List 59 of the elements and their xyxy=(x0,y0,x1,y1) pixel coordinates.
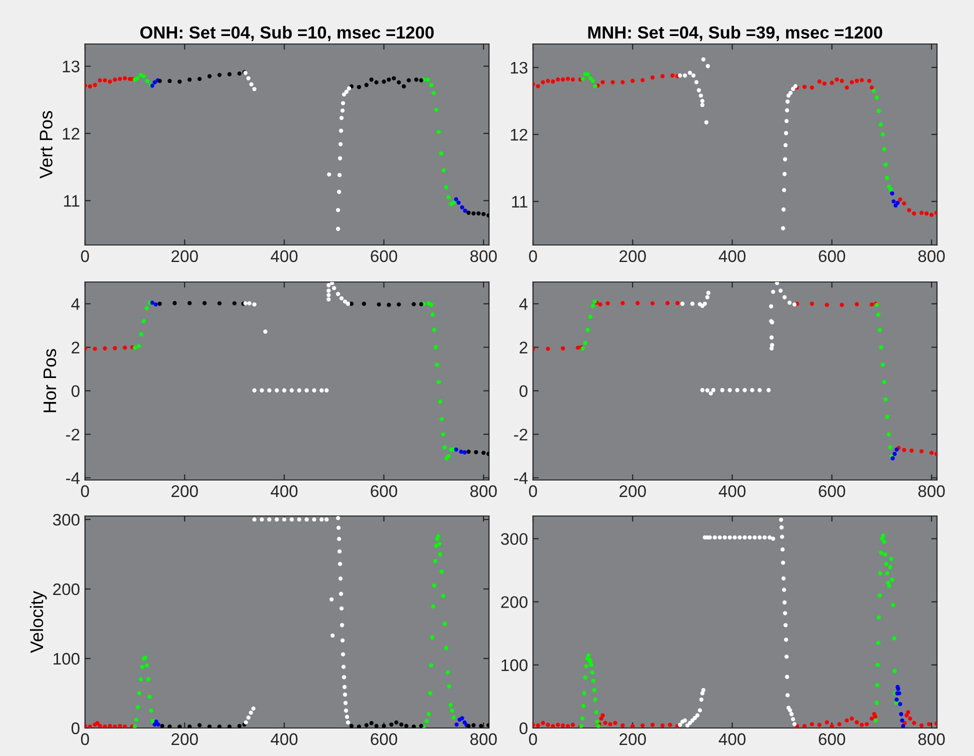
y-axis-title: Vert Pos xyxy=(40,111,52,179)
y-tick-label: 0 xyxy=(72,385,80,397)
y-tick-label: 0 xyxy=(520,385,528,397)
x-tick-label: 600 xyxy=(370,733,398,746)
chart-title: ONH: Set =04, Sub =10, msec =1200 xyxy=(140,26,434,42)
x-tick-label: 600 xyxy=(818,733,846,746)
x-tick-label: 0 xyxy=(529,485,537,498)
y-tick-label: 300 xyxy=(52,514,80,526)
y-tick-label: 13 xyxy=(510,62,528,74)
x-tick-label: 400 xyxy=(718,733,746,746)
y-tick-label: 200 xyxy=(501,596,528,608)
y-tick-label: 0 xyxy=(520,722,528,734)
x-tick-label: 400 xyxy=(270,733,298,746)
y-tick-label: -2 xyxy=(66,428,80,440)
y-axis-title: Velocity xyxy=(30,590,47,654)
y-tick-label: -2 xyxy=(514,428,528,440)
x-tick-label: 200 xyxy=(172,733,198,746)
chart-title: MNH: Set =04, Sub =39, msec =1200 xyxy=(588,26,882,42)
x-tick-label: 0 xyxy=(81,485,89,498)
x-tick-label: 400 xyxy=(270,250,298,262)
y-axis-title: Hor Pos xyxy=(44,349,56,412)
x-tick-label: 0 xyxy=(81,733,89,746)
x-tick-label: 200 xyxy=(620,733,646,746)
y-tick-label: 4 xyxy=(519,298,528,310)
x-tick-label: 800 xyxy=(470,250,497,262)
y-tick-label: 11 xyxy=(64,195,80,207)
x-tick-label: 0 xyxy=(529,250,537,262)
y-tick-label: 12 xyxy=(62,128,80,140)
x-tick-label: 200 xyxy=(620,250,646,262)
x-tick-label: 800 xyxy=(470,485,497,498)
x-tick-label: 0 xyxy=(529,733,537,746)
y-tick-label: 200 xyxy=(53,583,80,596)
x-tick-label: 200 xyxy=(172,485,198,498)
x-tick-label: 600 xyxy=(818,250,846,262)
x-tick-label: 800 xyxy=(918,733,945,746)
y-tick-label: 2 xyxy=(72,342,80,354)
y-tick-label: 12 xyxy=(510,128,528,140)
x-tick-label: 200 xyxy=(172,250,198,262)
y-tick-label: 300 xyxy=(500,533,528,545)
x-tick-label: 400 xyxy=(718,485,746,498)
y-tick-label: -4 xyxy=(514,472,528,484)
y-tick-label: 11 xyxy=(512,196,528,208)
y-tick-label: 13 xyxy=(62,60,80,72)
x-tick-label: 600 xyxy=(818,485,846,498)
x-tick-label: 600 xyxy=(370,485,398,498)
x-tick-label: 800 xyxy=(918,485,945,498)
x-tick-label: 0 xyxy=(81,250,89,262)
y-tick-label: 100 xyxy=(502,659,528,672)
y-tick-label: -4 xyxy=(66,472,80,484)
x-tick-label: 400 xyxy=(718,250,746,262)
x-tick-label: 400 xyxy=(270,485,298,498)
x-tick-label: 200 xyxy=(620,485,646,498)
x-tick-label: 600 xyxy=(370,250,398,262)
x-tick-label: 800 xyxy=(918,250,945,262)
y-tick-label: 4 xyxy=(71,298,80,310)
x-tick-label: 800 xyxy=(470,733,497,746)
y-tick-label: 100 xyxy=(54,652,80,665)
y-tick-label: 0 xyxy=(72,722,80,734)
y-tick-label: 2 xyxy=(520,342,528,354)
